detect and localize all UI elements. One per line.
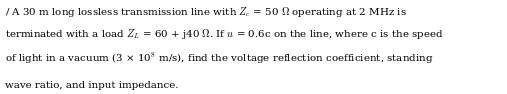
Text: / A 30 m long lossless transmission line with $Z_c$ = 50 $\Omega$ operating at 2: / A 30 m long lossless transmission line… [5,5,407,19]
Text: wave ratio, and input impedance.: wave ratio, and input impedance. [5,81,178,90]
Text: of light in a vacuum (3 × 10$^8$ m/s), find the voltage reflection coefficient, : of light in a vacuum (3 × 10$^8$ m/s), f… [5,50,433,66]
Text: terminated with a load $Z_L$ = 60 + j40 $\Omega$. If $u$ = 0.6c on the line, whe: terminated with a load $Z_L$ = 60 + j40 … [5,27,444,41]
